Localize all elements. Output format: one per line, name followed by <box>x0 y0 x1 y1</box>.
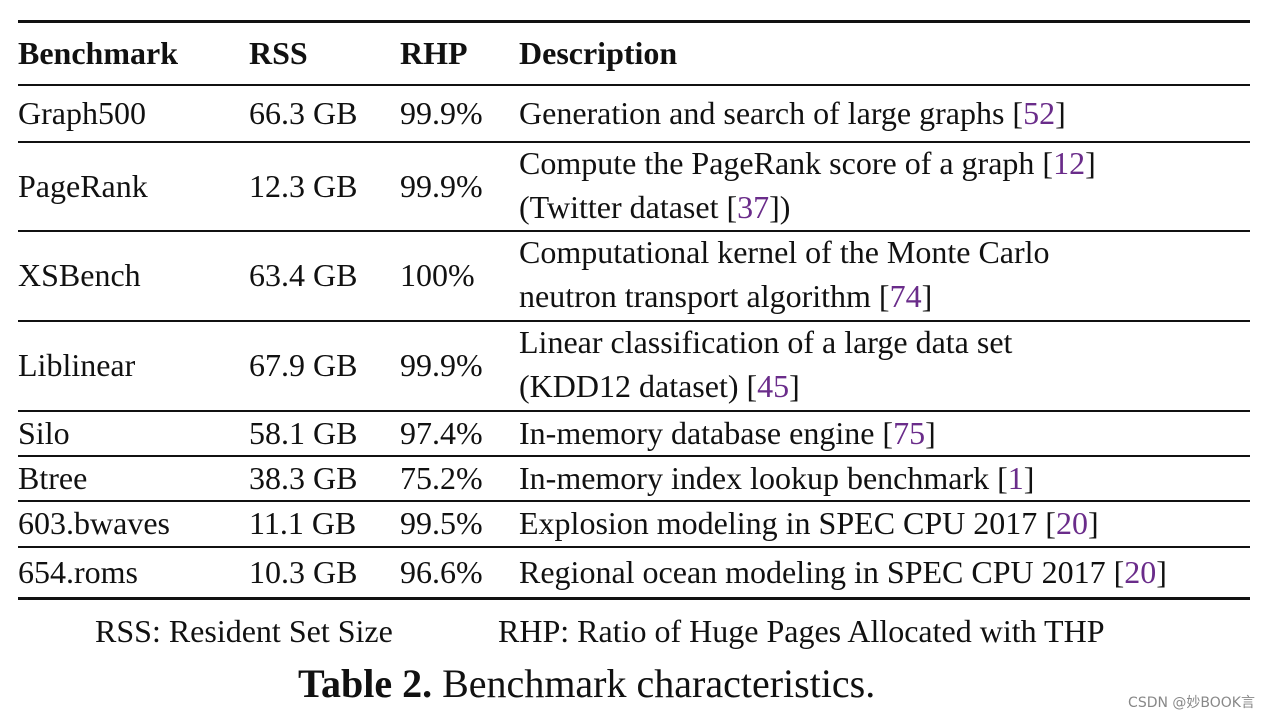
cell: 603.bwaves <box>18 505 170 541</box>
header-cell: RHP <box>400 35 468 71</box>
description-line: Linear classification of a large data se… <box>519 326 1012 358</box>
cell: XSBench <box>18 257 141 293</box>
description-text: In-memory index lookup benchmark [ <box>519 459 1008 496</box>
row-rule <box>18 141 1250 143</box>
description-text: Generation and search of large graphs [ <box>519 95 1024 131</box>
cell: 99.9% <box>400 95 483 131</box>
description-text: Explosion modeling in SPEC CPU 2017 [ <box>519 505 1056 541</box>
row-rule <box>18 410 1250 412</box>
row-rule <box>18 320 1250 322</box>
note: RHP: Ratio of Huge Pages Allocated with … <box>498 613 1105 649</box>
description-line: Compute the PageRank score of a graph [1… <box>519 147 1096 179</box>
cell: 654.roms <box>18 553 138 590</box>
cell: 12.3 GB <box>249 167 358 204</box>
description-text: ] <box>1087 505 1099 541</box>
description-line: Regional ocean modeling in SPEC CPU 2017… <box>519 556 1167 588</box>
description-line: Computational kernel of the Monte Carlo <box>519 236 1050 268</box>
description-line: (KDD12 dataset) [45] <box>519 370 800 402</box>
header-cell: Description <box>519 35 678 71</box>
description-text: neutron transport algorithm [ <box>519 278 890 314</box>
citation: 52 <box>1023 95 1056 131</box>
description-text: Linear classification of a large data se… <box>519 324 1013 360</box>
caption: Table 2. Benchmark characteristics. <box>298 664 875 704</box>
citation: 45 <box>757 368 790 404</box>
top-rule <box>18 20 1250 23</box>
description-text: Regional ocean modeling in SPEC CPU 2017… <box>519 553 1125 590</box>
citation: 20 <box>1055 505 1088 541</box>
cell: 99.5% <box>400 505 483 541</box>
description-text: Computational kernel of the Monte Carlo <box>519 234 1050 270</box>
description-text: (KDD12 dataset) [ <box>519 368 758 404</box>
cell: PageRank <box>18 167 148 204</box>
description-text: ] <box>1156 553 1167 590</box>
cell: Liblinear <box>18 347 136 383</box>
description-line: Generation and search of large graphs [5… <box>519 97 1066 129</box>
caption-text: Benchmark characteristics. <box>442 661 876 706</box>
description-text: ] <box>1023 459 1035 496</box>
header-cell: RSS <box>249 35 308 71</box>
watermark: CSDN @妙BOOK言 <box>1128 695 1255 711</box>
cell: 99.9% <box>400 347 483 383</box>
row-rule <box>18 455 1250 457</box>
bottom-rule <box>18 597 1250 600</box>
header-cell: Benchmark <box>18 35 178 71</box>
cell: 75.2% <box>400 459 483 496</box>
description-line: In-memory index lookup benchmark [1] <box>519 462 1034 494</box>
description-text: (Twitter dataset [ <box>519 189 738 225</box>
description-line: (Twitter dataset [37]) <box>519 191 790 223</box>
cell: 38.3 GB <box>249 459 358 496</box>
description-line: Explosion modeling in SPEC CPU 2017 [20] <box>519 507 1099 539</box>
cell: 99.9% <box>400 167 483 204</box>
description-line: In-memory database engine [75] <box>519 417 936 449</box>
cell: Btree <box>18 459 88 496</box>
description-text: ] <box>789 368 800 404</box>
cell: 96.6% <box>400 553 483 590</box>
header-rule <box>18 84 1250 86</box>
description-text: ] <box>925 414 936 451</box>
cell: 67.9 GB <box>249 347 358 383</box>
citation: 20 <box>1124 553 1157 590</box>
citation: 74 <box>889 278 922 314</box>
caption-label: Table 2. <box>298 661 433 706</box>
description-text: ] <box>1055 95 1066 131</box>
cell: 66.3 GB <box>249 95 358 131</box>
note: RSS: Resident Set Size <box>95 613 393 649</box>
citation: 37 <box>737 189 770 225</box>
cell: 11.1 GB <box>249 505 357 541</box>
row-rule <box>18 546 1250 548</box>
description-text: ] <box>921 278 933 314</box>
citation: 75 <box>893 414 926 451</box>
cell: 58.1 GB <box>249 414 358 451</box>
cell: 97.4% <box>400 414 483 451</box>
description-text: Compute the PageRank score of a graph [ <box>519 145 1054 181</box>
row-rule <box>18 500 1250 502</box>
cell: 10.3 GB <box>249 553 358 590</box>
citation: 1 <box>1007 459 1024 496</box>
cell: Silo <box>18 414 70 451</box>
description-text: In-memory database engine [ <box>519 414 894 451</box>
description-text: ]) <box>769 189 791 225</box>
citation: 12 <box>1053 145 1086 181</box>
description-line: neutron transport algorithm [74] <box>519 280 932 312</box>
cell: Graph500 <box>18 95 146 131</box>
cell: 63.4 GB <box>249 257 358 293</box>
description-text: ] <box>1085 145 1096 181</box>
cell: 100% <box>400 257 475 293</box>
row-rule <box>18 230 1250 232</box>
